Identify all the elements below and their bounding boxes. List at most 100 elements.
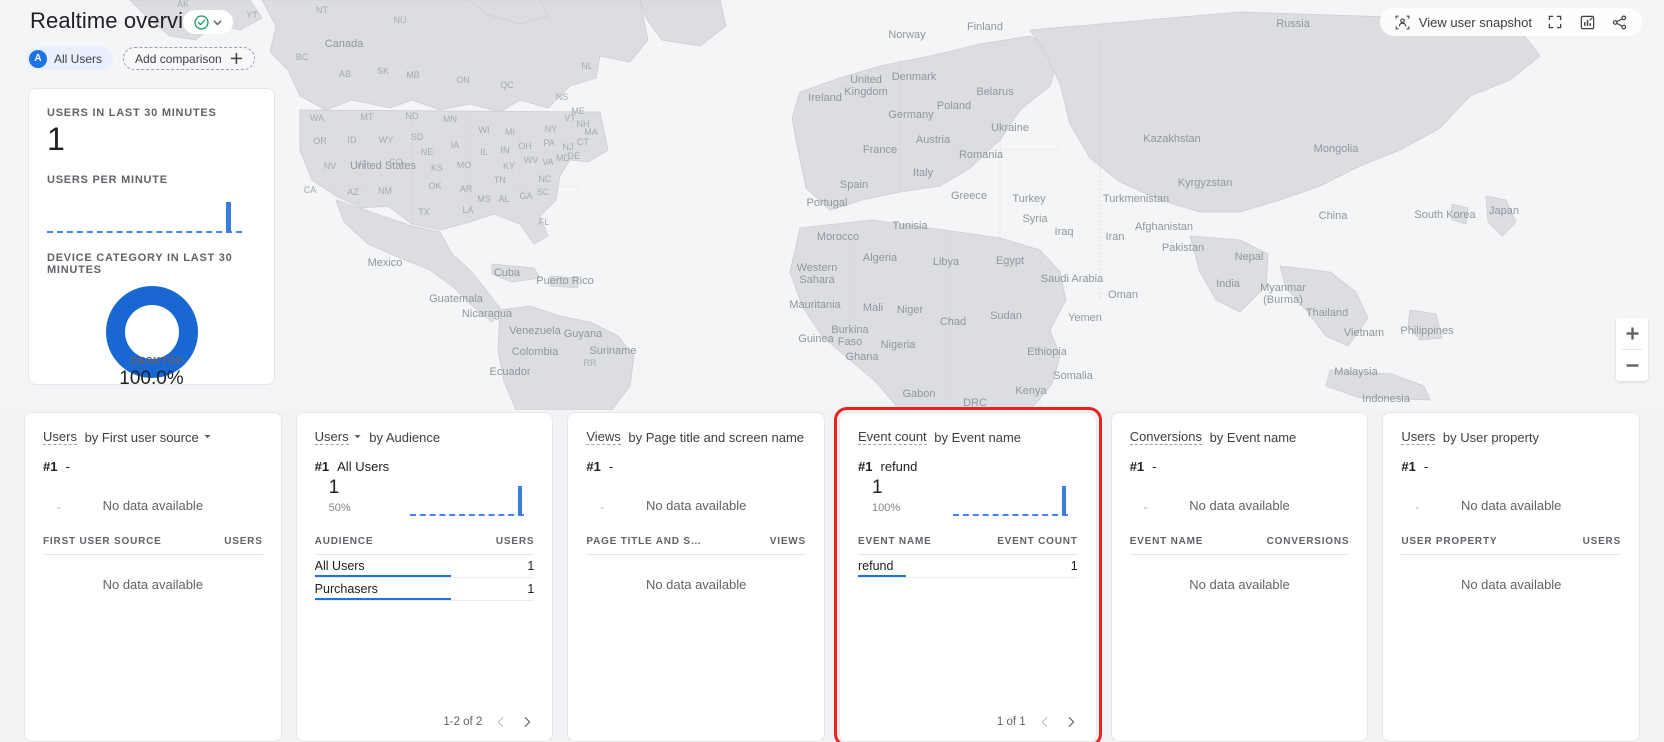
data-freshness-pill[interactable] [183,10,233,34]
page-header: Realtime overview View user snapshot [0,0,1664,44]
column-header-dimension: PAGE TITLE AND S… [586,536,702,547]
card-top-rank: #1 All Users [315,459,535,474]
card-title: Conversions by Event name [1129,429,1350,445]
table-row[interactable]: refund 1 [858,555,1078,578]
empty-dash: - [1143,502,1148,514]
row-bar [858,574,907,577]
map-zoom-in-button[interactable] [1616,318,1648,349]
pagination-prev-button[interactable] [1038,715,1052,729]
card-title-metric[interactable]: Users [1401,429,1436,445]
card-title-dimension: by Event name [1205,429,1297,445]
table-no-data-message: No data available [1189,577,1290,592]
card-metric-percent: 50% [328,502,351,514]
insights-chart-icon [1580,15,1594,29]
card-sparkline: 1 50% [315,478,535,524]
chart-no-data-message: No data available [1189,498,1290,513]
rank-number: #1 [43,459,58,474]
metric-caret-icon[interactable] [353,432,362,443]
donut-legend-row: DESKTOP [119,356,183,367]
users-per-minute-label: USERS PER MINUTE [47,173,168,186]
zoom-divider [1622,349,1642,350]
users-last-30-min-value: 1 [47,121,65,157]
insights-button[interactable] [1574,9,1600,35]
all-users-chip-label: All Users [54,51,103,66]
chevron-right-icon [524,717,531,727]
rank-number: #1 [1401,459,1416,474]
header-actions: View user snapshot [1379,8,1642,36]
column-header-dimension: AUDIENCE [314,536,374,547]
sparkline-baseline [953,514,1068,516]
card-title: Users by First user source [43,429,263,445]
card-users-by-user-property: Users by User property #1- - No data availa… [1382,412,1641,742]
row-bar [314,597,451,600]
users-per-minute-sparkline [47,200,256,240]
fullscreen-button[interactable] [1542,9,1568,35]
table-column-headers: EVENT NAME EVENT COUNT [858,536,1078,555]
card-sparkline-empty: - No data available [1401,478,1621,524]
column-header-metric: USERS [495,536,535,547]
device-category-label: DEVICE CATEGORY IN LAST 30 MINUTES [47,251,233,276]
table-pagination: 1-2 of 2 [443,715,534,729]
sparkline-bar [225,201,231,233]
row-metric: 1 [527,582,535,596]
table-row[interactable]: All Users 1 [314,555,535,578]
row-metric: 1 [527,559,535,573]
chart-no-data-message: No data available [1460,498,1562,513]
map-zoom-out-button[interactable] [1616,350,1648,381]
table-column-headers: EVENT NAME CONVERSIONS [1129,536,1350,555]
view-user-snapshot-button[interactable]: View user snapshot [1390,9,1536,35]
chevron-down-icon [204,434,211,438]
dimension-caret-icon[interactable] [203,432,212,443]
all-users-chip[interactable]: A All Users [26,47,114,70]
pagination-next-button[interactable] [520,715,534,729]
row-metric: 1 [1070,559,1078,573]
card-title-dimension: by User property [1439,429,1540,445]
donut-legend-label: DESKTOP [130,355,184,367]
donut-legend: DESKTOP 100.0% [47,356,256,390]
card-sparkline-empty: - No data available [43,478,263,524]
card-title-metric[interactable]: Users [43,429,77,445]
pagination-prev-button[interactable] [494,715,508,729]
card-sparkline: 1 100% [858,478,1078,524]
card-event-count-by-event-name: Event count by Event name #1 refund 1 100% EV… [834,407,1102,742]
table-no-data-message: No data available [645,577,747,592]
chevron-right-icon [1068,717,1074,727]
pagination-next-button[interactable] [1064,715,1078,729]
chevron-left-icon [498,717,504,727]
card-title-metric[interactable]: Users [314,429,349,445]
card-top-rank: #1- [586,459,806,474]
table-column-headers: AUDIENCE USERS [314,536,535,555]
card-top-rank: #1 refund [858,459,1078,474]
card-title: Users by User property [1401,429,1621,445]
column-header-metric: USERS [224,536,263,547]
column-header-metric: VIEWS [769,536,807,547]
plus-icon [230,52,242,65]
table-column-headers: USER PROPERTY USERS [1401,536,1622,555]
rank-number: #1 [586,459,601,474]
realtime-overview-card: USERS IN LAST 30 MINUTES 1 USERS PER MIN… [28,88,275,389]
card-top-rank: #1- [1130,459,1350,474]
add-comparison-button[interactable]: Add comparison [123,47,255,70]
column-header-metric: USERS [1582,536,1622,547]
chart-no-data-message: No data available [645,498,747,513]
rank-value: All Users [337,459,390,474]
card-title: Users by Audience [314,429,535,445]
share-button[interactable] [1606,9,1632,35]
user-snapshot-icon [1395,15,1410,29]
chevron-down-icon [213,19,222,25]
check-circle-icon [194,14,209,30]
card-views-by-page-title-and-screen-name: Views by Page title and screen name #1- - N… [567,412,826,742]
add-comparison-label: Add comparison [135,51,222,66]
card-users-by-first-user-source: Users by First user source #1- - No data av… [24,412,282,742]
table-row[interactable]: Purchasers 1 [314,578,535,601]
column-header-dimension: FIRST USER SOURCE [43,536,162,547]
card-title-metric[interactable]: Conversions [1129,429,1202,445]
card-title-metric[interactable]: Views [586,429,621,445]
card-title-metric[interactable]: Event count [858,429,927,445]
rank-value: - [1152,459,1157,474]
card-metric-value: 1 [328,477,340,498]
map-zoom-controls[interactable] [1616,318,1648,381]
chevron-down-icon [353,434,361,438]
page-title: Realtime overview [30,8,212,33]
minus-icon [1626,364,1638,367]
